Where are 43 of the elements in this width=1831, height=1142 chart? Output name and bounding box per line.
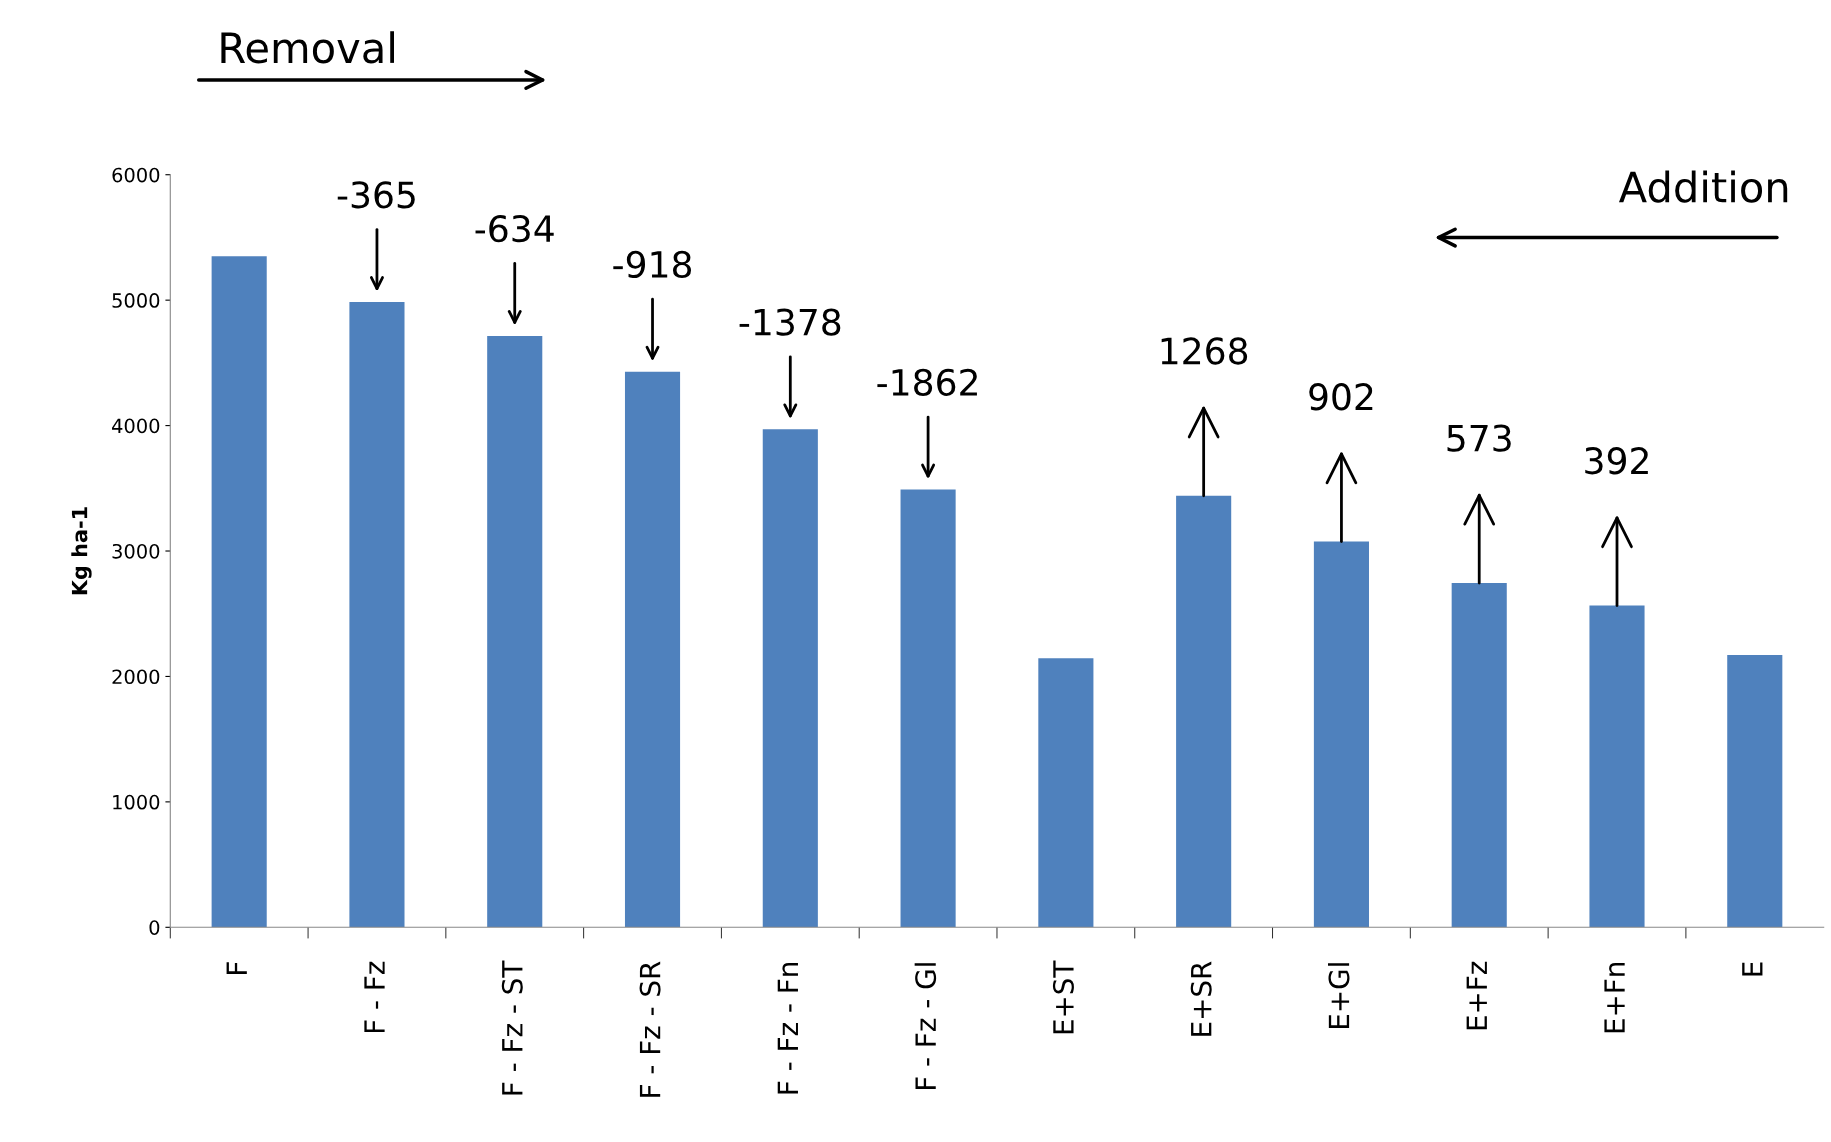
bar (487, 335, 543, 928)
bar (1451, 583, 1507, 928)
y-tick-label: 1000 (113, 794, 160, 810)
annotation: -1378 (739, 308, 841, 336)
text: Removal (221, 31, 394, 64)
annotation: 392 (1585, 447, 1648, 475)
annotation: Addition (1618, 170, 1788, 203)
annotation: 573 (1447, 424, 1511, 452)
annotation: -634 (475, 215, 554, 243)
bar (1176, 495, 1232, 928)
x-tick-label: E (1742, 962, 1763, 976)
x-tick-label: F (226, 962, 247, 974)
x-tick-label: E+Gl (1327, 963, 1350, 1028)
y-axis-title: Kg ha-1 (71, 507, 92, 595)
y-tick-label: 2000 (112, 669, 160, 685)
bar (900, 489, 956, 928)
y-tick-label: 4000 (112, 418, 160, 434)
bar (349, 302, 405, 928)
annotation: 902 (1309, 383, 1373, 411)
x-tick-label: E+Fz (1466, 961, 1487, 1030)
annotation: -1862 (877, 368, 977, 397)
y-tick-label: 0 (149, 920, 160, 935)
annotation: -918 (613, 250, 692, 279)
x-tick-label: F - Fz - Gl (914, 963, 937, 1090)
x-tick-label: E+ST (1052, 960, 1074, 1034)
bar (1038, 658, 1094, 928)
x-tick-label: F - Fz (364, 961, 385, 1033)
y-tick-label: 5000 (112, 293, 160, 308)
bar (1727, 655, 1783, 928)
y-tick-label: 3000 (112, 543, 160, 559)
bar (762, 429, 818, 928)
bar (211, 256, 267, 928)
x-tick-label: F - Fz - ST (501, 960, 523, 1095)
bar (1589, 605, 1645, 928)
bar (624, 371, 681, 928)
bar (1313, 541, 1369, 928)
y-tick-label: 6000 (112, 167, 160, 183)
x-tick-label: F - Fz - SR (639, 961, 661, 1097)
x-tick-label: E+Fn (1604, 963, 1625, 1033)
x-tick-label: F - Fz - Fn (777, 962, 798, 1094)
annotation: -365 (337, 181, 415, 209)
x-tick-label: E+SR (1190, 961, 1212, 1036)
annotation: 1268 (1161, 337, 1248, 365)
